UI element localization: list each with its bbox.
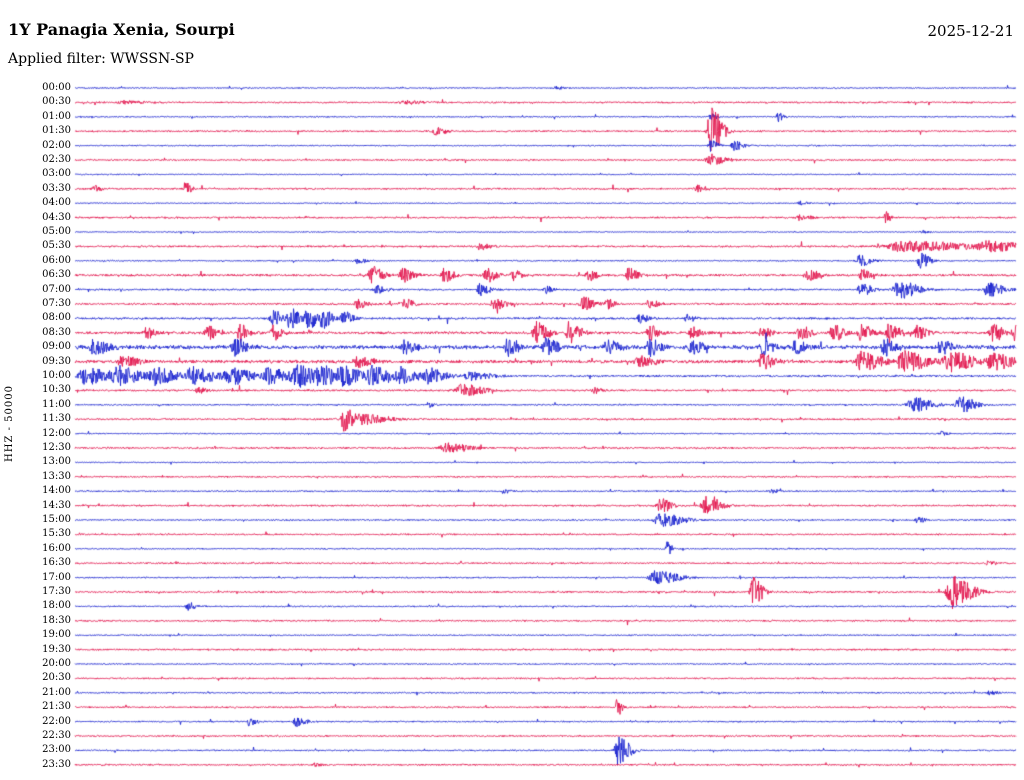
helicorder-page: 1Y Panagia Xenia, Sourpi 2025-12-21 Appl… [0, 0, 1024, 780]
seismogram-trace-canvas [0, 0, 1024, 780]
